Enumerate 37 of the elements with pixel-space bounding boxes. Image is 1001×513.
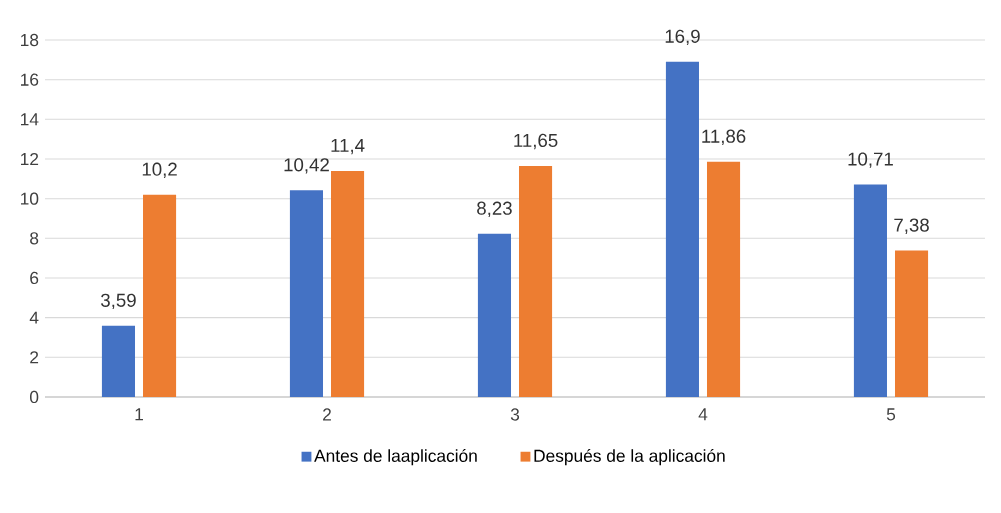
y-tick-label: 0 [29,390,39,404]
data-label: 16,9 [665,29,700,46]
bar [665,61,699,397]
legend-label: Después de la aplicación [534,449,725,466]
data-label: 11,86 [702,129,746,146]
x-tick-label: 4 [698,408,708,421]
bar [143,194,177,397]
data-label: 3,59 [101,293,136,310]
data-label: 10,71 [848,152,893,168]
x-tick-label: 3 [510,408,520,421]
bar [101,325,135,397]
bar [519,165,553,397]
data-label: 10,2 [142,162,177,178]
bar [853,184,887,397]
bar [289,190,323,397]
x-tick-label: 5 [886,408,896,421]
y-tick-label: 12 [21,152,39,166]
data-label: 11,4 [331,138,365,155]
y-tick-label: 6 [30,271,39,285]
bar [706,161,741,397]
x-tick-label: 2 [323,408,331,421]
y-tick-label: 14 [21,113,39,126]
bar [894,250,929,397]
y-tick-label: 18 [21,33,39,47]
data-label: 8,23 [477,201,512,218]
data-label: 10,42 [284,158,329,174]
y-tick-label: 2 [30,351,39,364]
bar [331,170,365,397]
y-tick-label: 8 [30,232,39,245]
y-tick-label: 10 [21,192,39,205]
data-label: 7,38 [894,218,929,234]
legend-label: Antes de laaplicación [314,449,477,466]
x-tick-label: 1 [135,408,143,421]
data-label: 11,65 [514,133,558,150]
y-tick-label: 16 [21,73,39,86]
bar [477,233,511,397]
y-tick-label: 4 [29,311,39,324]
